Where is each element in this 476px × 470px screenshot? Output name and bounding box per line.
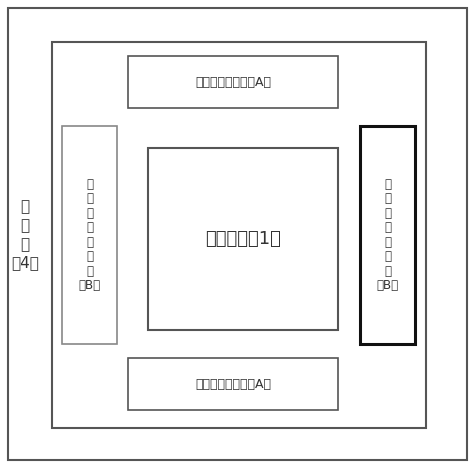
Bar <box>52 42 425 428</box>
Text: 第一采样元胞区（A）: 第一采样元胞区（A） <box>195 76 270 88</box>
Bar <box>128 56 337 108</box>
Text: 主元胞区（1）: 主元胞区（1） <box>205 230 280 248</box>
Text: 第一采样元胞区（A）: 第一采样元胞区（A） <box>195 377 270 391</box>
Text: 第
二
采
样
元
胞
区
（B）: 第 二 采 样 元 胞 区 （B） <box>376 178 398 292</box>
Text: 第
二
采
样
元
胞
区
（B）: 第 二 采 样 元 胞 区 （B） <box>78 178 100 292</box>
Text: 终
端
区
（4）: 终 端 区 （4） <box>11 200 39 270</box>
Bar <box>148 148 337 330</box>
Bar <box>128 358 337 410</box>
Bar <box>62 126 117 344</box>
Bar <box>359 126 414 344</box>
